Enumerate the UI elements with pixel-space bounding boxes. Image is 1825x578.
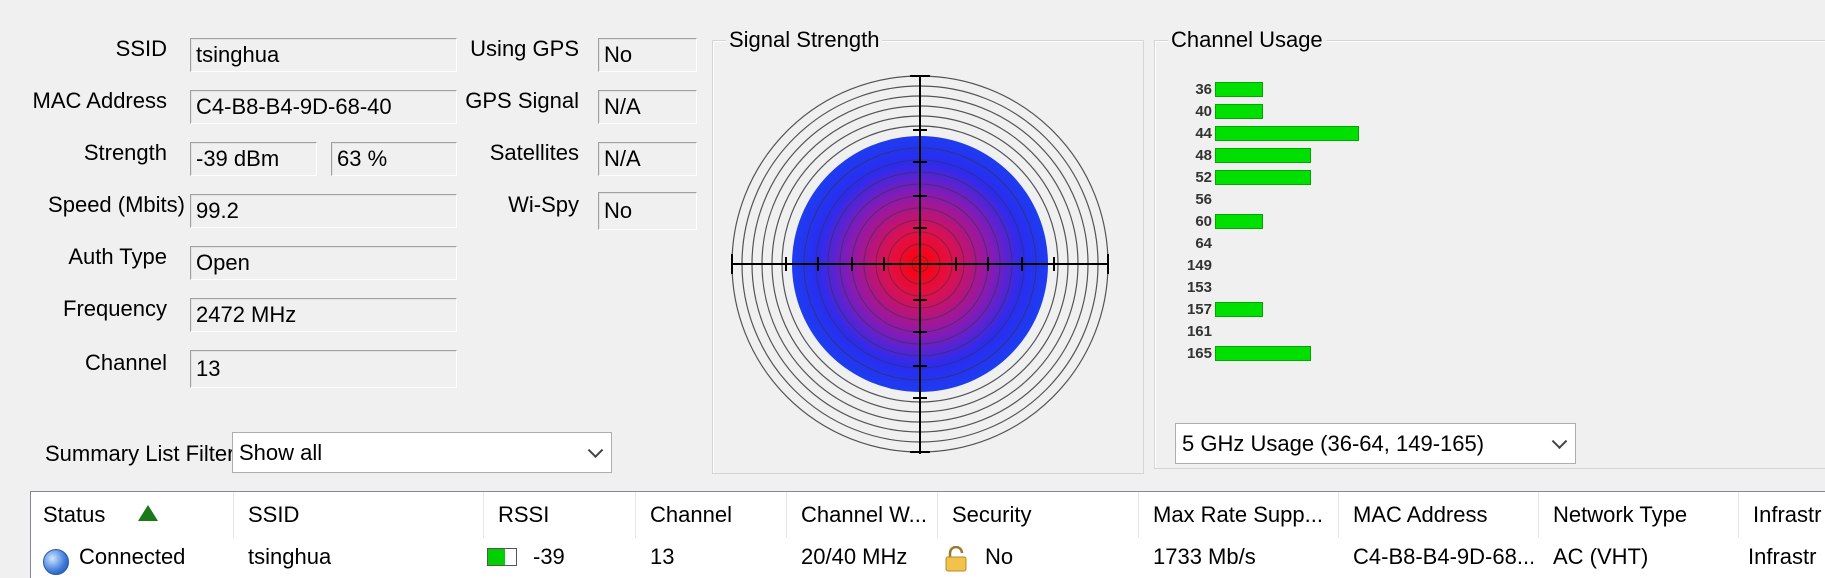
channel-label-56: 56 <box>1195 191 1212 208</box>
frequency-value: 2472 MHz <box>190 298 457 332</box>
sort-ascending-icon <box>137 505 158 522</box>
column-header-rssi[interactable]: RSSI <box>486 492 636 538</box>
network-list[interactable]: Status SSID RSSI Channel Channel W... Se… <box>30 491 1825 578</box>
channel-label-64: 64 <box>1195 235 1212 252</box>
chevron-down-icon <box>1551 432 1568 449</box>
channel-label-161: 161 <box>1186 323 1212 340</box>
channel-bar-157 <box>1215 302 1263 317</box>
row-channel: 13 <box>650 544 675 569</box>
channel-label-48: 48 <box>1195 147 1212 164</box>
column-header-infrastructure[interactable]: Infrastr <box>1753 502 1822 527</box>
channel-label-153: 153 <box>1186 279 1212 296</box>
channel-bar-40 <box>1215 104 1263 119</box>
channel-label-36: 36 <box>1195 81 1212 98</box>
channel-value: 13 <box>190 350 457 388</box>
lock-open-icon <box>944 545 968 572</box>
strength-percent-value: 63 % <box>331 142 457 176</box>
row-security: No <box>985 544 1014 569</box>
ssid-value: tsinghua <box>190 38 457 72</box>
wispy-label: Wi-Spy <box>508 192 579 217</box>
summary-filter-select[interactable]: Show all <box>232 432 612 473</box>
speed-value: 99.2 <box>190 194 457 228</box>
row-infrastructure: Infrastr <box>1748 544 1817 569</box>
status-connected-icon <box>43 549 69 575</box>
satellites-label: Satellites <box>489 140 579 165</box>
band-select[interactable]: 5 GHz Usage (36-64, 149-165) <box>1175 423 1576 464</box>
column-header-channel-width[interactable]: Channel W... <box>789 492 938 538</box>
row-rssi: -39 <box>533 544 565 569</box>
speed-label: Speed (Mbits) <box>48 192 185 217</box>
channel-bar-165 <box>1215 346 1311 361</box>
channel-label-40: 40 <box>1195 103 1212 120</box>
using-gps-value: No <box>598 38 697 72</box>
wispy-value: No <box>598 192 697 230</box>
chevron-down-icon <box>587 441 604 458</box>
channel-label: Channel <box>85 350 167 375</box>
channel-label-149: 149 <box>1186 257 1212 274</box>
channel-usage-title: Channel Usage <box>1168 27 1326 53</box>
column-header-security[interactable]: Security <box>940 492 1139 538</box>
row-status: Connected <box>79 544 186 569</box>
column-header-status[interactable]: Status <box>31 492 234 538</box>
mac-value: C4-B8-B4-9D-68-40 <box>190 90 457 124</box>
channel-label-157: 157 <box>1186 301 1212 318</box>
mac-label: MAC Address <box>32 88 168 113</box>
auth-type-value: Open <box>190 246 457 280</box>
row-max-rate: 1733 Mb/s <box>1153 544 1256 569</box>
summary-filter-label: Summary List Filter: <box>45 441 241 466</box>
signal-strength-title: Signal Strength <box>726 27 883 53</box>
channel-bar-48 <box>1215 148 1311 163</box>
strength-dbm-value: -39 dBm <box>190 142 317 176</box>
row-ssid: tsinghua <box>248 544 332 569</box>
gps-signal-label: GPS Signal <box>465 88 579 113</box>
column-header-max-rate[interactable]: Max Rate Supp... <box>1141 492 1339 538</box>
column-header-ssid[interactable]: SSID <box>236 492 484 538</box>
satellites-value: N/A <box>598 142 697 176</box>
channel-bar-44 <box>1215 126 1359 141</box>
table-row[interactable]: Connected tsinghua -39 13 20/40 MHz No 1… <box>31 538 1825 578</box>
channel-label-52: 52 <box>1195 169 1212 186</box>
row-channel-width: 20/40 MHz <box>801 544 908 569</box>
signal-strength-radar <box>731 75 1109 454</box>
channel-label-60: 60 <box>1195 213 1212 230</box>
row-mac-address: C4-B8-B4-9D-68... <box>1353 544 1533 569</box>
signal-strength-group <box>712 40 1144 474</box>
auth-type-label: Auth Type <box>68 244 167 269</box>
strength-label: Strength <box>83 140 167 165</box>
frequency-label: Frequency <box>63 296 167 321</box>
band-select-value: 5 GHz Usage (36-64, 149-165) <box>1182 431 1485 456</box>
channel-bar-36 <box>1215 82 1263 97</box>
column-header-network-type[interactable]: Network Type <box>1541 492 1739 538</box>
row-network-type: AC (VHT) <box>1553 544 1649 569</box>
channel-label-44: 44 <box>1195 125 1212 142</box>
column-header-channel[interactable]: Channel <box>638 492 787 538</box>
gps-signal-value: N/A <box>598 90 697 124</box>
ssid-label: SSID <box>115 36 167 61</box>
channel-label-165: 165 <box>1186 345 1212 362</box>
channel-bar-52 <box>1215 170 1311 185</box>
rssi-bar-icon <box>487 548 517 566</box>
using-gps-label: Using GPS <box>470 36 579 61</box>
channel-bar-60 <box>1215 214 1263 229</box>
channel-usage-group <box>1154 40 1825 469</box>
summary-filter-value: Show all <box>239 440 323 465</box>
column-header-mac-address[interactable]: MAC Address <box>1341 492 1539 538</box>
